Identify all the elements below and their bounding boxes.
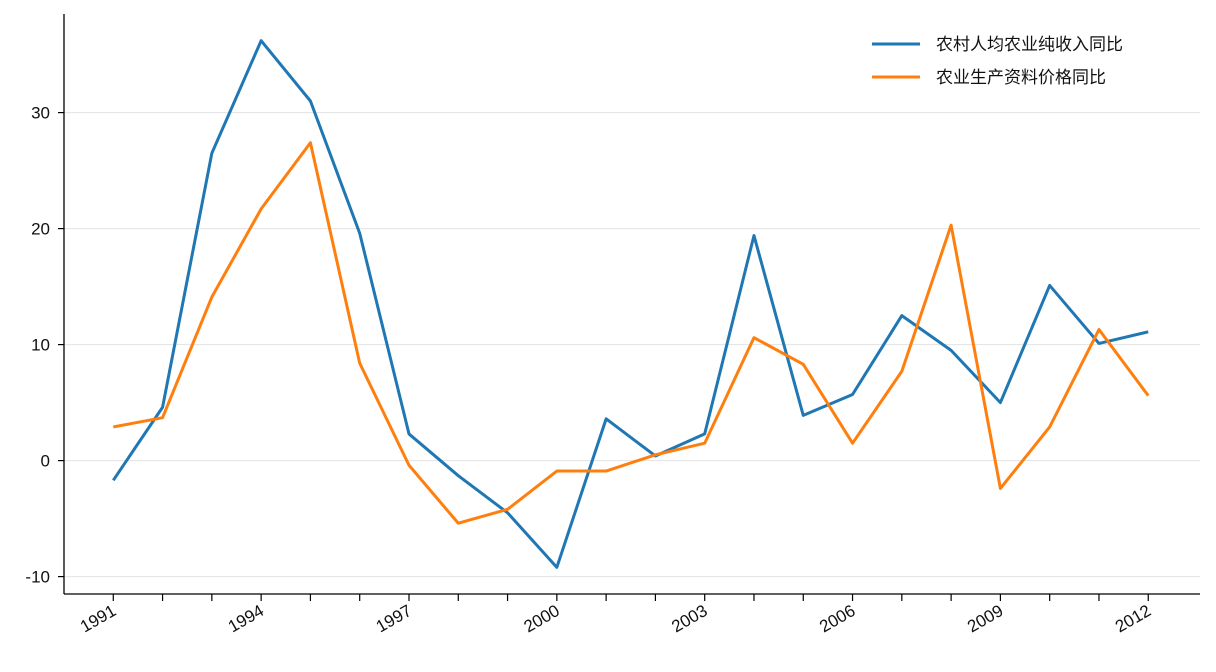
x-tick-label: 2006: [816, 601, 858, 636]
y-axis-ticks: -10 0 10 20 30: [25, 104, 64, 587]
x-tick-label: 1997: [373, 601, 415, 636]
series-line-0: [112, 39, 1149, 569]
x-tick-label: 2012: [1112, 601, 1154, 636]
x-tick-label: 2003: [668, 601, 710, 636]
series-line-1: [113, 141, 1150, 525]
legend-label-1: 农业生产资料价格同比: [936, 68, 1106, 88]
y-tick-label: 20: [31, 220, 50, 239]
y-tick-label: 10: [31, 336, 50, 355]
series-lines: [112, 39, 1150, 569]
gridlines: [64, 112, 1200, 578]
axes: [63, 14, 1200, 595]
y-tick-label: -10: [25, 568, 50, 587]
y-tick-label: 30: [31, 104, 50, 123]
x-tick-label: 1994: [225, 601, 267, 636]
x-tick-label: 2000: [521, 601, 563, 636]
legend-label-0: 农村人均农业纯收入同比: [936, 35, 1123, 55]
x-axis-ticks: 1991 1994 1997 2000 2003 2006 2009 2012: [77, 594, 1154, 636]
y-tick-label: 0: [41, 452, 50, 471]
x-tick-label: 1991: [77, 601, 119, 636]
x-tick-label: 2009: [964, 601, 1006, 636]
